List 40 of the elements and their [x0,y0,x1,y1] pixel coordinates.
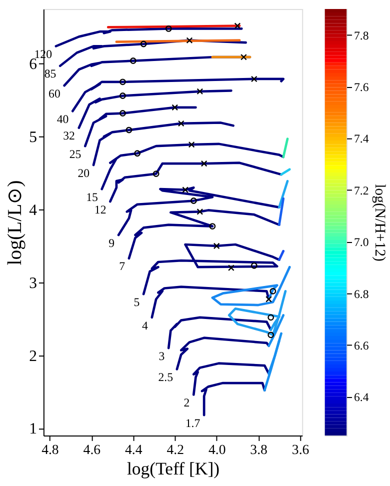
x-tick-label: 3.8 [250,442,268,457]
series-label: 85 [44,66,56,81]
series-label: 2 [184,396,190,410]
color-bar-title: log(N/H+12) [372,184,388,262]
y-tick-label: 2 [29,348,38,365]
color-bar-label: 7.0 [354,235,369,250]
color-bar-label: 6.6 [354,338,369,352]
color-bar-label: 7.6 [354,80,369,94]
x-axis-title: log(Teff [K]) [126,458,220,479]
series-label: 32 [63,128,76,143]
x-tick-label: 4.8 [42,442,59,457]
series-label: 40 [56,112,69,126]
series-label: 20 [78,166,90,180]
series-label: 1.7 [185,416,200,430]
series-label: 25 [69,146,82,161]
y-tick-label: 1 [29,420,38,438]
series-label: 4 [142,318,148,332]
series-label: 60 [48,86,60,100]
series-label: 15 [86,190,98,204]
x-tick-label: 4.4 [125,442,142,457]
y-tick-label: 3 [29,274,38,292]
color-bar-label: 7.8 [354,28,369,42]
x-tick-label: 4.6 [83,442,101,457]
x-tick-label: 4.0 [208,442,226,457]
series-label: 7 [119,259,126,274]
y-tick-label: 4 [29,202,38,219]
series-label: 9 [108,236,115,250]
series-label: 2.5 [158,370,174,384]
color-bar-label: 6.4 [354,390,369,404]
y-tick-label: 6 [29,56,38,74]
color-bar-label: 7.4 [354,132,369,146]
series-label: 3 [158,348,165,363]
x-tick-label: 3.6 [292,442,310,457]
y-tick-label: 5 [29,129,38,146]
color-bar-label: 6.8 [354,286,369,301]
color-bar-label: 7.2 [354,183,369,198]
series-label: 12 [94,202,106,216]
y-axis-title: log(L/L⊙) [4,180,26,266]
series-label: 5 [134,294,140,309]
x-tick-label: 4.2 [166,442,184,457]
